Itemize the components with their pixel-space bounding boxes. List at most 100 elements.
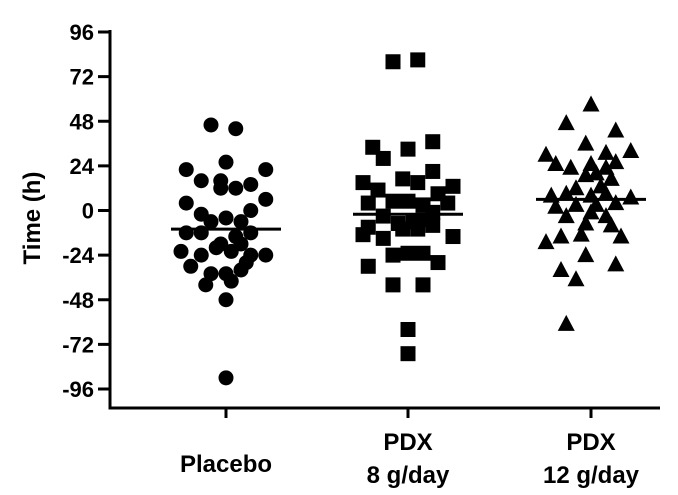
data-points <box>173 52 640 386</box>
x-category-label: Placebo <box>180 451 272 478</box>
data-point-triangle <box>552 261 570 277</box>
data-point-triangle <box>557 114 575 131</box>
data-point-triangle <box>577 246 595 263</box>
data-point-triangle <box>547 155 565 172</box>
data-point-circle <box>193 225 209 241</box>
data-point-triangle <box>547 197 565 214</box>
data-point-circle <box>243 203 259 218</box>
data-point-square <box>400 245 416 261</box>
data-point-square <box>375 208 391 224</box>
data-point-square <box>400 141 416 157</box>
data-point-triangle <box>602 169 620 186</box>
data-point-square <box>440 195 456 211</box>
data-point-square <box>410 52 426 68</box>
data-point-triangle <box>572 225 590 242</box>
data-point-triangle <box>602 216 620 233</box>
data-point-circle <box>258 162 274 178</box>
data-point-square <box>395 171 411 187</box>
data-point-triangle <box>597 143 615 160</box>
data-point-circle <box>218 370 234 386</box>
data-point-triangle <box>607 194 625 211</box>
data-point-square <box>430 255 446 271</box>
data-point-triangle <box>577 134 595 151</box>
data-point-square <box>425 163 441 179</box>
y-axis: 96 72 48 24 0 -24 -48 -72 -96 <box>62 20 112 408</box>
data-point-circle <box>233 262 249 278</box>
data-point-triangle <box>582 203 600 220</box>
data-point-square <box>360 258 376 274</box>
y-tick-label: 48 <box>70 109 94 134</box>
data-point-triangle <box>622 142 640 158</box>
data-point-square <box>375 230 391 246</box>
data-point-circle <box>228 121 244 137</box>
data-point-circle <box>243 176 259 192</box>
data-point-square <box>415 277 431 293</box>
data-point-triangle <box>612 227 630 244</box>
data-point-triangle <box>597 184 615 201</box>
data-point-square <box>400 193 416 209</box>
data-point-triangle <box>557 184 575 201</box>
data-point-square <box>395 221 411 237</box>
data-point-square <box>400 346 416 362</box>
data-point-square <box>425 217 441 233</box>
data-point-circle <box>198 277 214 293</box>
data-point-triangle <box>557 207 575 224</box>
data-point-circle <box>193 247 209 263</box>
data-point-square <box>425 134 441 150</box>
data-point-circle <box>218 210 234 226</box>
data-point-circle <box>208 240 224 256</box>
data-point-triangle <box>567 195 585 212</box>
data-point-triangle <box>562 158 580 175</box>
data-point-circle <box>258 247 274 263</box>
data-point-circle <box>223 243 239 259</box>
data-point-triangle <box>557 314 575 331</box>
data-point-square <box>445 178 461 194</box>
y-tick-label: 0 <box>82 199 94 224</box>
data-point-circle <box>178 225 194 241</box>
y-tick-label: 72 <box>70 65 94 90</box>
data-point-triangle <box>607 255 625 272</box>
median-lines <box>171 197 646 231</box>
x-axis: Placebo PDX 8 g/day PDX 12 g/day <box>108 406 660 489</box>
data-point-circle <box>218 292 234 308</box>
data-point-triangle <box>537 145 555 162</box>
y-tick-label: -48 <box>62 288 94 313</box>
data-point-square <box>415 245 431 261</box>
data-point-square <box>385 193 401 209</box>
data-point-triangle <box>607 121 625 138</box>
data-point-triangle <box>567 179 585 196</box>
data-point-circle <box>218 154 234 170</box>
data-point-square <box>375 150 391 166</box>
data-point-circle <box>183 258 199 274</box>
y-axis-title: Time (h) <box>19 172 46 265</box>
x-category-label: PDX <box>383 429 432 456</box>
y-tick-label: -24 <box>62 243 95 268</box>
data-point-triangle <box>537 233 555 250</box>
data-point-square <box>370 182 386 198</box>
y-tick-label: 24 <box>70 154 95 179</box>
data-point-circle <box>203 214 219 230</box>
data-point-circle <box>178 195 194 211</box>
data-point-circle <box>173 243 189 259</box>
data-point-square <box>385 54 401 70</box>
data-point-triangle <box>622 188 640 205</box>
data-point-triangle <box>567 270 585 287</box>
x-category-label: PDX <box>566 429 615 456</box>
data-point-square <box>410 221 426 237</box>
data-point-circle <box>193 173 209 189</box>
data-point-circle <box>213 180 229 196</box>
data-point-circle <box>233 214 249 230</box>
data-point-square <box>385 277 401 293</box>
x-category-label: 8 g/day <box>367 462 450 489</box>
y-tick-label: -72 <box>62 332 94 357</box>
data-point-circle <box>258 191 274 207</box>
data-point-square <box>355 227 371 243</box>
data-point-square <box>385 247 401 263</box>
data-point-triangle <box>582 95 600 112</box>
data-point-square <box>445 229 461 245</box>
x-category-label: 12 g/day <box>543 462 640 489</box>
data-point-circle <box>178 162 194 178</box>
data-point-triangle <box>597 158 615 175</box>
data-point-triangle <box>607 153 625 170</box>
